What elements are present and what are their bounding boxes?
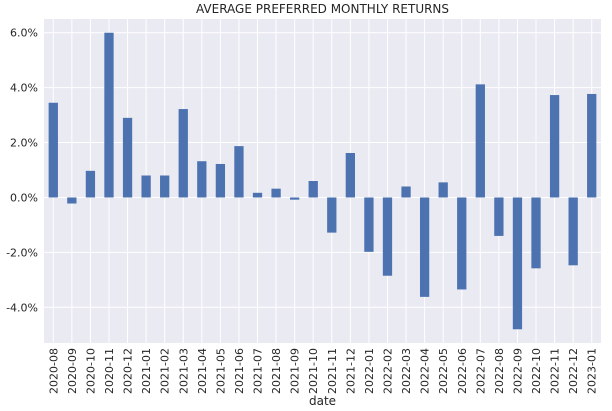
bar-2021-05 — [215, 163, 226, 198]
bar-2021-12 — [345, 152, 355, 198]
bar-2022-12 — [568, 197, 578, 266]
x-tick-label: 2021-05 — [214, 348, 227, 394]
bar-2022-04 — [419, 197, 430, 297]
x-tick-label: 2020-12 — [122, 348, 135, 394]
x-tick-label: 2022-09 — [511, 348, 524, 394]
x-tick-label: 2022-05 — [437, 348, 450, 394]
bar-2022-11 — [549, 95, 560, 198]
y-axis-ticks: -4.0% -2.0% 0.0% 2.0% 4.0% 6.0% — [6, 27, 38, 315]
bar-2021-03 — [178, 109, 188, 198]
bar-2021-11 — [327, 197, 337, 233]
x-tick-label: 2020-11 — [103, 348, 116, 394]
bar-2020-10 — [85, 170, 96, 198]
y-tick-label: 6.0% — [10, 27, 38, 40]
bar-2021-02 — [160, 175, 170, 198]
x-tick-label: 2021-10 — [307, 348, 320, 394]
x-tick-label: 2022-12 — [567, 348, 580, 394]
x-tick-label: 2022-08 — [493, 348, 506, 394]
x-tick-label: 2020-08 — [47, 348, 60, 394]
x-tick-label: 2021-11 — [326, 348, 339, 394]
bar-2022-09 — [512, 197, 523, 330]
bar-2021-10 — [308, 181, 318, 198]
bar-2022-02 — [382, 197, 393, 276]
x-tick-label: 2022-04 — [419, 348, 432, 394]
x-tick-label: 2021-06 — [233, 348, 246, 394]
x-tick-label: 2022-11 — [549, 348, 562, 394]
bar-2022-10 — [531, 197, 541, 269]
x-tick-label: 2021-01 — [140, 348, 153, 394]
bar-2022-07 — [475, 84, 485, 198]
x-tick-label: 2021-12 — [344, 348, 357, 394]
x-axis-ticks: 2020-08 2020-09 2020-10 2020-11 2020-12 2021-… — [47, 348, 598, 394]
x-tick-label: 2021-03 — [177, 348, 190, 394]
y-tick-label: 0.0% — [10, 191, 38, 204]
x-tick-label: 2020-10 — [84, 348, 97, 394]
x-tick-label: 2022-10 — [530, 348, 543, 394]
plot-background — [44, 19, 601, 343]
bar-2021-08 — [271, 188, 281, 198]
bar-2021-07 — [252, 192, 263, 198]
bar-2021-06 — [234, 146, 244, 198]
x-tick-label: 2022-06 — [456, 348, 469, 394]
bar-2022-08 — [494, 197, 504, 236]
bar-2021-01 — [141, 175, 151, 198]
bar-2021-04 — [197, 161, 207, 198]
bar-2020-12 — [122, 117, 133, 198]
bars — [48, 32, 597, 330]
x-tick-label: 2021-04 — [196, 348, 209, 394]
x-tick-label: 2021-07 — [252, 348, 265, 394]
bar-2021-09 — [290, 197, 300, 200]
y-tick-label: -4.0% — [6, 301, 38, 314]
x-tick-label: 2022-03 — [400, 348, 413, 394]
bar-2020-11 — [104, 32, 114, 198]
x-tick-label: 2022-01 — [363, 348, 376, 394]
bar-2022-06 — [457, 197, 467, 290]
x-tick-label: 2021-02 — [159, 348, 172, 394]
x-tick-label: 2022-02 — [381, 348, 394, 394]
bar-2022-05 — [438, 182, 448, 198]
x-tick-label: 2020-09 — [66, 348, 79, 394]
bar-2020-09 — [67, 197, 77, 204]
bar-2020-08 — [48, 102, 58, 198]
y-tick-label: 4.0% — [10, 82, 38, 95]
bar-2023-01 — [587, 93, 597, 198]
y-tick-label: 2.0% — [10, 137, 38, 150]
bar-2022-01 — [364, 197, 374, 252]
y-tick-label: -2.0% — [6, 246, 38, 259]
chart-title: AVERAGE PREFERRED MONTHLY RETURNS — [196, 2, 449, 16]
x-axis-label: date — [309, 394, 336, 408]
x-tick-label: 2021-08 — [270, 348, 283, 394]
x-tick-label: 2021-09 — [289, 348, 302, 394]
x-tick-label: 2022-07 — [474, 348, 487, 394]
bar-2022-03 — [401, 186, 411, 198]
x-tick-label: 2023-01 — [586, 348, 599, 394]
